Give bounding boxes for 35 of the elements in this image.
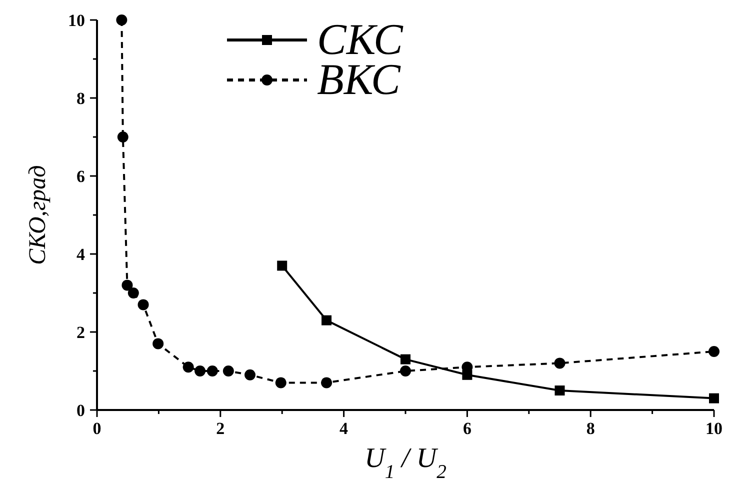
point [709,393,719,404]
point [152,338,164,350]
point [222,366,234,376]
point [400,354,410,364]
point [322,315,332,326]
point [321,377,332,388]
y-tick-label: 2 [76,323,85,342]
y-tick-label: 4 [76,245,86,264]
point [182,362,194,373]
point [194,366,206,376]
x-tick-label: 0 [92,419,102,438]
point [277,260,288,271]
x-tick-label: 8 [586,419,595,438]
point [206,366,218,376]
y-tick-label: 6 [76,167,85,186]
point [275,377,286,388]
point [117,132,128,142]
y-tick-label: 0 [76,401,85,420]
x-axis-title: U$_{1}$ / U$_{2}$ [364,443,447,482]
point [138,299,149,310]
point [400,366,411,376]
point [554,358,566,369]
y-tick-label: 8 [76,89,85,108]
point [554,386,565,396]
point [708,346,720,357]
y-tick-label: 10 [68,11,85,30]
point [128,288,139,298]
y-axis-title: СКО,град [25,165,51,265]
x-tick-label: 10 [706,419,722,438]
point [116,14,128,26]
x-tick-label: 4 [340,419,349,438]
x-tick-label: 2 [216,419,225,438]
point [122,280,133,291]
point [244,369,256,380]
x-tick-label: 6 [462,419,472,438]
